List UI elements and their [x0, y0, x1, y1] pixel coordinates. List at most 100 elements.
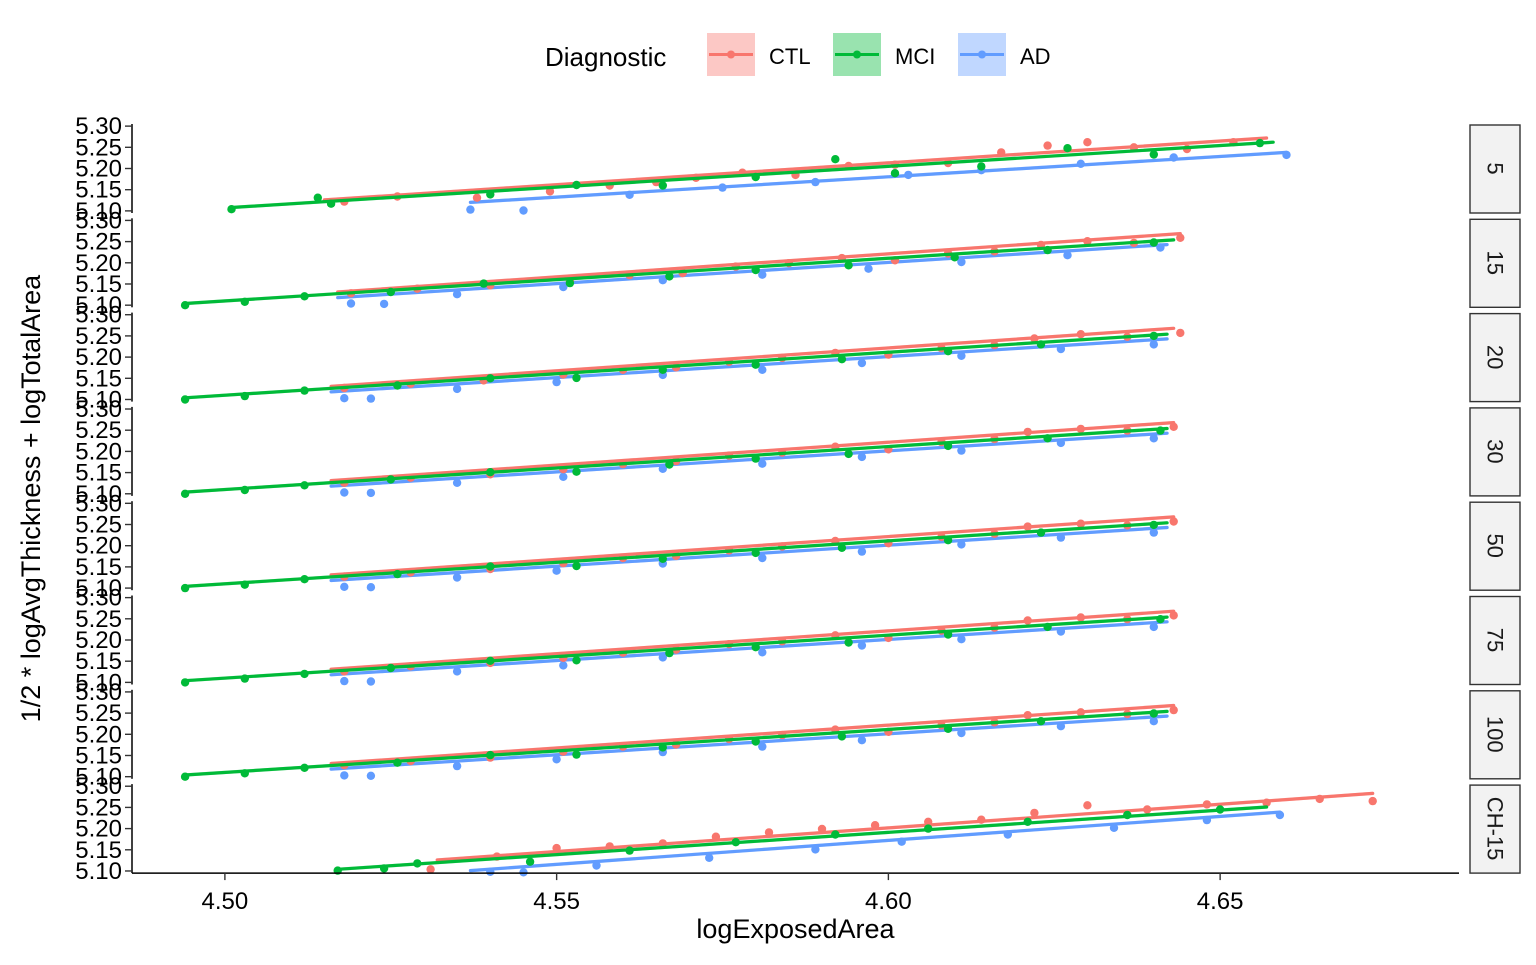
- series-mci: [180, 615, 1169, 687]
- series-ctl: [329, 515, 1178, 581]
- y-tick-label: 5.30: [75, 396, 122, 423]
- legend-key-mci: MCI: [833, 33, 935, 76]
- data-point: [452, 761, 462, 771]
- facet-panel-5: 5.105.155.205.255.30 5: [75, 113, 1521, 225]
- y-tick-label: 5.15: [75, 837, 122, 864]
- fit-line-mci: [183, 709, 1169, 777]
- data-point: [1043, 141, 1052, 150]
- facet-strip-100: 100: [1469, 690, 1521, 780]
- fit-line-ctl: [329, 609, 1176, 671]
- data-point: [1149, 622, 1159, 632]
- data-point: [366, 771, 376, 780]
- series-mci: [333, 805, 1269, 875]
- data-point: [452, 384, 462, 394]
- fit-line-ad: [329, 714, 1169, 771]
- data-point: [857, 641, 867, 650]
- x-axis: 4.50 4.55 4.60 4.65: [132, 872, 1459, 915]
- y-tick-label: 5.20: [75, 816, 122, 843]
- data-point: [844, 261, 853, 270]
- data-point: [1083, 801, 1092, 810]
- data-point: [957, 728, 966, 738]
- y-tick-label: 5.25: [75, 700, 122, 727]
- data-point: [977, 162, 986, 171]
- data-point: [519, 206, 528, 215]
- fit-line-ad: [329, 431, 1169, 488]
- y-tick-label: 5.15: [75, 742, 122, 769]
- facet-strip-5: 5: [1469, 124, 1521, 214]
- fit-line-ctl: [329, 515, 1176, 577]
- facet-strip-box: [1469, 124, 1521, 214]
- y-tick-label: 5.30: [75, 490, 122, 517]
- data-point: [957, 540, 966, 549]
- data-point: [758, 459, 767, 468]
- fit-line-ad: [468, 150, 1289, 204]
- y-tick-label: 5.25: [75, 606, 122, 633]
- data-point: [1169, 517, 1178, 526]
- facet-panel-15: 5.105.155.205.255.30 15: [75, 207, 1521, 319]
- data-point: [340, 488, 349, 497]
- y-tick-label: 5.10: [75, 575, 122, 602]
- fit-line-ad: [468, 810, 1282, 873]
- series-ad: [329, 714, 1169, 780]
- data-point: [758, 553, 767, 563]
- facet-strip-30: 30: [1469, 407, 1521, 497]
- data-point: [472, 193, 482, 202]
- y-tick-label: 5.20: [75, 438, 122, 465]
- x-tick-label: 4.60: [865, 888, 912, 915]
- facet-strip-label: 5: [1483, 162, 1508, 174]
- data-point: [831, 155, 840, 164]
- data-point: [366, 677, 376, 686]
- legend-label-mci: MCI: [895, 44, 935, 69]
- data-point: [366, 488, 376, 498]
- y-tick-label: 5.25: [75, 134, 122, 161]
- series-ctl: [336, 231, 1185, 298]
- data-point: [1149, 150, 1159, 159]
- series-mci: [180, 520, 1169, 593]
- data-point: [758, 365, 767, 374]
- facet-strip-box: [1469, 690, 1521, 780]
- data-point: [426, 865, 435, 874]
- y-tick-label: 5.10: [75, 858, 122, 885]
- data-point: [1063, 251, 1072, 260]
- data-point: [559, 472, 568, 481]
- data-point: [572, 467, 581, 476]
- data-point: [837, 355, 847, 364]
- y-tick-label: 5.30: [75, 679, 122, 706]
- fit-line-ad: [329, 337, 1169, 394]
- data-point: [1176, 328, 1185, 338]
- data-point: [366, 394, 376, 403]
- facet-strip-box: [1469, 595, 1521, 686]
- y-tick-label: 5.10: [75, 198, 122, 225]
- facet-strip-label: 20: [1483, 345, 1508, 369]
- data-point: [844, 638, 853, 647]
- data-point: [552, 377, 561, 387]
- series-mci: [180, 709, 1169, 781]
- data-point: [837, 732, 847, 741]
- series-ad: [336, 242, 1169, 309]
- data-point: [1149, 340, 1159, 349]
- data-point: [1169, 422, 1178, 431]
- y-tick-label: 5.25: [75, 794, 122, 821]
- data-point: [572, 750, 581, 759]
- facet-strip-label: 15: [1483, 251, 1508, 275]
- fit-line-mci: [183, 426, 1169, 494]
- facet-strip-75: 75: [1469, 595, 1521, 686]
- series-ad: [329, 431, 1169, 498]
- data-point: [1169, 611, 1178, 620]
- y-tick-label: 5.20: [75, 156, 122, 183]
- y-tick-label: 5.15: [75, 554, 122, 581]
- data-point: [957, 446, 966, 455]
- data-point: [764, 828, 774, 837]
- data-point: [552, 755, 561, 764]
- data-point: [525, 857, 535, 866]
- data-point: [1149, 717, 1159, 726]
- y-tick-label: 5.10: [75, 481, 122, 508]
- data-point: [890, 169, 900, 178]
- series-mci: [180, 238, 1176, 310]
- data-point: [565, 278, 575, 288]
- data-point: [452, 290, 462, 299]
- data-point: [1368, 796, 1377, 806]
- data-point: [864, 264, 873, 273]
- data-point: [340, 771, 349, 780]
